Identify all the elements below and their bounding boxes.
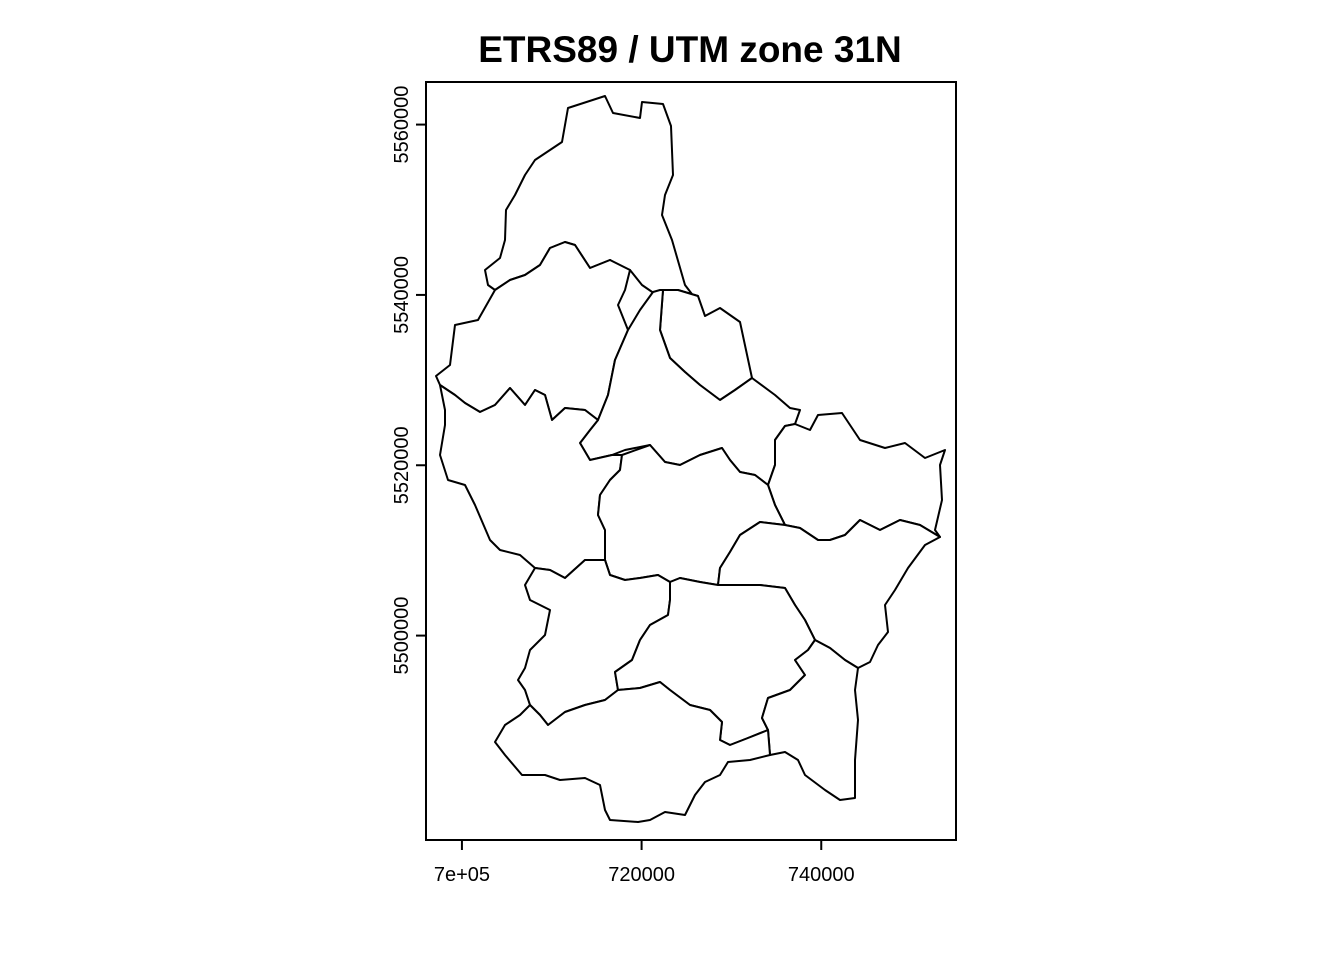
x-tick-label: 7e+05 — [434, 864, 490, 886]
y-tick-label: 5540000 — [391, 256, 413, 334]
x-tick-label: 740000 — [788, 864, 855, 886]
map-regions — [435, 95, 946, 823]
y-tick-label: 5560000 — [391, 86, 413, 164]
y-tick-label: 5500000 — [391, 597, 413, 675]
region-esch — [494, 681, 771, 823]
y-tick-label: 5520000 — [391, 426, 413, 504]
map-title: ETRS89 / UTM zone 31N — [478, 29, 902, 70]
region-echternach — [767, 412, 946, 541]
x-tick-label: 720000 — [608, 864, 675, 886]
y-axis: 5500000 5520000 5540000 5560000 — [391, 86, 427, 675]
x-axis: 7e+05 720000 740000 — [434, 839, 855, 886]
region-remich — [761, 639, 859, 801]
